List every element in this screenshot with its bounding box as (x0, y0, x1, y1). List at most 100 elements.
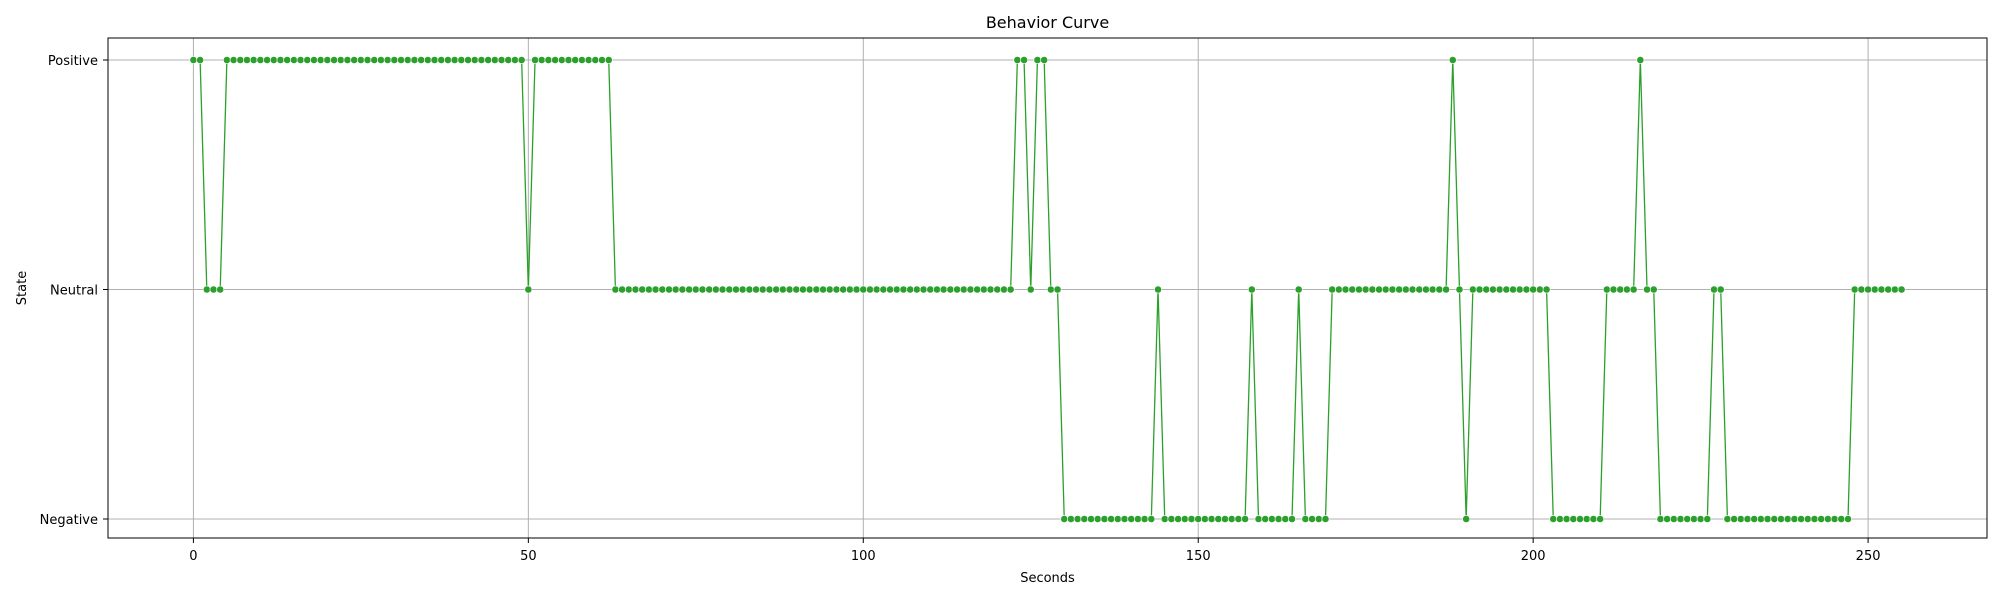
data-point (1850, 285, 1859, 294)
data-point (1348, 285, 1357, 294)
data-point (618, 285, 627, 294)
data-point (765, 285, 774, 294)
data-point (243, 56, 251, 64)
data-point (624, 285, 633, 294)
data-point (316, 56, 325, 64)
data-point (1897, 285, 1906, 294)
data-point (1736, 515, 1745, 523)
data-point (758, 285, 767, 294)
chart-title: Behavior Curve (986, 13, 1109, 32)
data-point (852, 285, 861, 294)
y-axis-ticks: Negative Neutral Positive (40, 54, 108, 528)
data-point (1810, 515, 1819, 523)
data-point (1870, 285, 1879, 294)
data-point (805, 285, 814, 294)
data-point (939, 285, 948, 294)
data-point (1763, 515, 1772, 523)
data-point (403, 56, 412, 64)
data-point (792, 285, 801, 294)
data-point (1268, 515, 1276, 523)
data-point (537, 56, 546, 64)
data-point (1844, 515, 1852, 523)
data-point (1589, 515, 1598, 523)
data-point (1529, 285, 1538, 294)
data-point (658, 285, 667, 294)
data-point (1616, 285, 1625, 294)
data-point (1435, 285, 1444, 294)
data-point (1629, 285, 1638, 294)
data-point (1830, 515, 1839, 523)
data-point (484, 56, 493, 64)
data-point (1790, 515, 1799, 523)
y-axis-label: State (15, 271, 30, 305)
data-point (691, 285, 700, 294)
data-point (557, 56, 566, 64)
data-point (1046, 285, 1055, 294)
data-point (812, 285, 821, 294)
x-tick-label: 150 (1186, 549, 1211, 564)
data-point (953, 285, 961, 294)
data-point (1241, 515, 1250, 523)
data-point (1877, 285, 1886, 294)
data-point (1770, 515, 1779, 523)
data-point (430, 56, 439, 64)
data-point (196, 56, 205, 64)
data-point (1582, 515, 1591, 523)
data-point (1716, 285, 1725, 294)
data-point (1100, 515, 1109, 523)
data-point (1576, 515, 1584, 523)
data-point (1281, 515, 1290, 523)
data-point (1817, 515, 1826, 523)
data-point (1609, 285, 1618, 294)
data-point (685, 285, 694, 294)
data-point (1361, 285, 1370, 294)
data-point (1040, 56, 1049, 64)
data-point (1509, 285, 1517, 294)
data-point (229, 56, 238, 64)
data-point (1201, 515, 1209, 523)
data-point (363, 56, 372, 64)
data-point (1147, 515, 1156, 523)
data-point (289, 56, 298, 64)
data-point (651, 285, 660, 294)
data-point (1388, 285, 1397, 294)
data-point (437, 56, 446, 64)
data-point (517, 56, 526, 64)
data-point (497, 56, 506, 64)
data-point (678, 285, 687, 294)
data-point (1710, 285, 1718, 294)
data-point (1000, 285, 1008, 294)
data-point (464, 56, 472, 64)
data-point (993, 285, 1002, 294)
data-point (959, 285, 968, 294)
data-point (1254, 515, 1263, 523)
data-point (665, 285, 673, 294)
data-point (1884, 285, 1893, 294)
data-point (1489, 285, 1497, 294)
data-point (946, 285, 955, 294)
series-markers (189, 56, 1906, 523)
data-point (845, 285, 854, 294)
data-point (598, 56, 606, 64)
data-point (216, 285, 225, 294)
data-point (604, 56, 613, 64)
data-point (323, 56, 332, 64)
data-point (1569, 515, 1578, 523)
data-point (1535, 285, 1544, 294)
data-point (772, 285, 781, 294)
data-point (1234, 515, 1243, 523)
data-point (839, 285, 848, 294)
data-point (1134, 515, 1142, 523)
data-point (1160, 515, 1169, 523)
data-point (1502, 285, 1511, 294)
data-point (1026, 285, 1035, 294)
data-point (1656, 515, 1665, 523)
data-point (1368, 285, 1377, 294)
data-point (470, 56, 479, 64)
data-point (1113, 515, 1122, 523)
data-point (189, 56, 198, 64)
data-point (752, 285, 760, 294)
data-point (645, 285, 653, 294)
data-point (350, 56, 359, 64)
